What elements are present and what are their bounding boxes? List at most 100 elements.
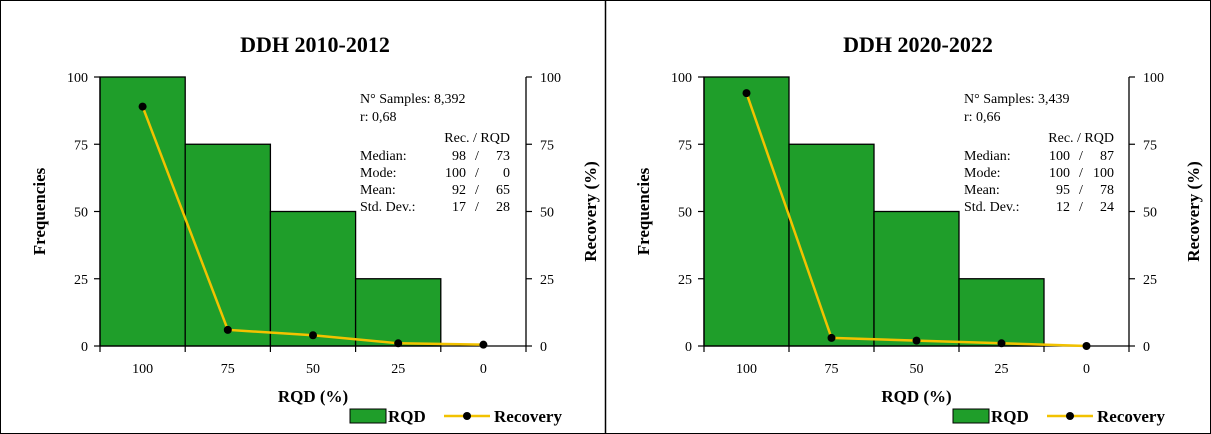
stats-row-rqd: 100 <box>1093 166 1114 181</box>
y2-tick-label: 50 <box>1143 206 1157 221</box>
recovery-point-0 <box>479 340 488 349</box>
y2-tick-label: 50 <box>540 206 554 221</box>
stats-row-rec: 98 <box>452 149 466 164</box>
stats-row-label: Mean: <box>360 183 396 198</box>
recovery-point-25 <box>997 339 1006 348</box>
y2-tick-label: 100 <box>540 71 561 86</box>
stats-row-rec: 100 <box>1049 166 1070 181</box>
recovery-point-75 <box>827 333 836 342</box>
stats-row-sep: / <box>475 149 479 164</box>
recovery-point-50 <box>912 336 921 345</box>
recovery-point-75 <box>223 325 232 334</box>
x-tick-label: 0 <box>480 362 487 377</box>
y-tick-label: 75 <box>74 138 88 153</box>
x-tick-label: 50 <box>910 362 924 377</box>
y-axis-title: Frequencies <box>634 167 653 255</box>
bar-25 <box>354 278 442 347</box>
stats-row-label: Std. Dev.: <box>964 200 1019 215</box>
y-tick-label: 25 <box>678 273 692 288</box>
y-tick-label: 50 <box>74 206 88 221</box>
legend-marker-recovery <box>463 412 471 420</box>
y2-tick-label: 75 <box>540 138 554 153</box>
y2-tick-label: 25 <box>540 273 554 288</box>
stats-r: r: 0,68 <box>360 110 397 125</box>
y-tick-label: 75 <box>678 138 692 153</box>
legend-marker-recovery <box>1066 412 1074 420</box>
y2-axis-title: Recovery (%) <box>1184 161 1203 262</box>
y-tick-label: 25 <box>74 273 88 288</box>
stats-row-rqd: 65 <box>496 183 510 198</box>
stats-row-rqd: 0 <box>503 166 510 181</box>
recovery-point-100 <box>742 89 751 98</box>
stats-samples: N° Samples: 8,392 <box>360 92 466 107</box>
y2-tick-label: 25 <box>1143 273 1157 288</box>
y-tick-label: 50 <box>678 206 692 221</box>
legend-label-rqd: RQD <box>991 407 1029 426</box>
stats-row-rec: 95 <box>1056 183 1070 198</box>
stats-header: Rec. / RQD <box>444 131 510 146</box>
stats-row-rec: 92 <box>452 183 466 198</box>
legend-swatch-rqd <box>349 408 387 424</box>
bar-50 <box>873 210 960 347</box>
chart-title: DDH 2010-2012 <box>240 32 390 57</box>
y2-tick-label: 0 <box>1143 340 1150 355</box>
x-axis-title: RQD (%) <box>278 387 348 406</box>
bar-50 <box>269 210 357 347</box>
stats-row-rec: 100 <box>445 166 466 181</box>
stats-row-label: Median: <box>360 149 407 164</box>
stats-row-rqd: 78 <box>1100 183 1114 198</box>
stats-row-rec: 100 <box>1049 149 1070 164</box>
legend-label-recovery: Recovery <box>494 407 562 426</box>
legend-label-rqd: RQD <box>388 407 426 426</box>
stats-samples: N° Samples: 3,439 <box>964 92 1070 107</box>
legend-swatch-rqd <box>952 408 990 424</box>
recovery-point-50 <box>309 331 317 340</box>
x-tick-label: 100 <box>736 362 757 377</box>
stats-row-rec: 12 <box>1056 200 1070 215</box>
stats-row-sep: / <box>1079 166 1083 181</box>
bar-100 <box>703 76 790 347</box>
stats-row-sep: / <box>1079 200 1083 215</box>
stats-row-sep: / <box>1079 149 1083 164</box>
bar-25 <box>958 278 1045 347</box>
y2-tick-label: 75 <box>1143 138 1157 153</box>
stats-row-label: Std. Dev.: <box>360 200 415 215</box>
stats-row-rqd: 73 <box>496 149 510 164</box>
stats-row-label: Mode: <box>964 166 1001 181</box>
y-tick-label: 100 <box>671 71 692 86</box>
stats-row-label: Median: <box>964 149 1011 164</box>
bar-75 <box>184 143 272 347</box>
stats-r: r: 0,66 <box>964 110 1001 125</box>
chart-panel-2: DDH 2020-2022 0 25 50 75 100 0 25 50 75 100 100 75 50… <box>634 32 1203 426</box>
stats-row-rec: 17 <box>452 200 466 215</box>
stats-row-rqd: 28 <box>496 200 510 215</box>
x-tick-label: 75 <box>221 362 235 377</box>
stats-row-label: Mode: <box>360 166 397 181</box>
y2-tick-label: 0 <box>540 340 547 355</box>
y-tick-label: 0 <box>685 340 692 355</box>
x-tick-label: 25 <box>391 362 405 377</box>
x-tick-label: 25 <box>995 362 1009 377</box>
stats-row-sep: / <box>475 183 479 198</box>
stats-row-sep: / <box>475 166 479 181</box>
recovery-point-100 <box>138 102 147 111</box>
recovery-point-25 <box>394 339 403 348</box>
stats-row-label: Mean: <box>964 183 1000 198</box>
x-tick-label: 50 <box>306 362 320 377</box>
stats-row-sep: / <box>475 200 479 215</box>
chart-panel-1: DDH 2010-2012 0 25 50 75 100 0 25 50 75 100 100 75 50… <box>30 32 600 426</box>
y-axis-title: Frequencies <box>30 167 49 255</box>
y-tick-label: 100 <box>67 71 88 86</box>
y2-axis-title: Recovery (%) <box>581 161 600 262</box>
stats-row-rqd: 24 <box>1100 200 1114 215</box>
recovery-point-0 <box>1082 342 1091 350</box>
y-tick-label: 0 <box>81 340 88 355</box>
bar-100 <box>99 76 186 347</box>
x-tick-label: 0 <box>1083 362 1090 377</box>
y2-tick-label: 100 <box>1143 71 1164 86</box>
x-tick-label: 75 <box>825 362 839 377</box>
stats-row-rqd: 87 <box>1100 149 1114 164</box>
x-tick-label: 100 <box>132 362 153 377</box>
